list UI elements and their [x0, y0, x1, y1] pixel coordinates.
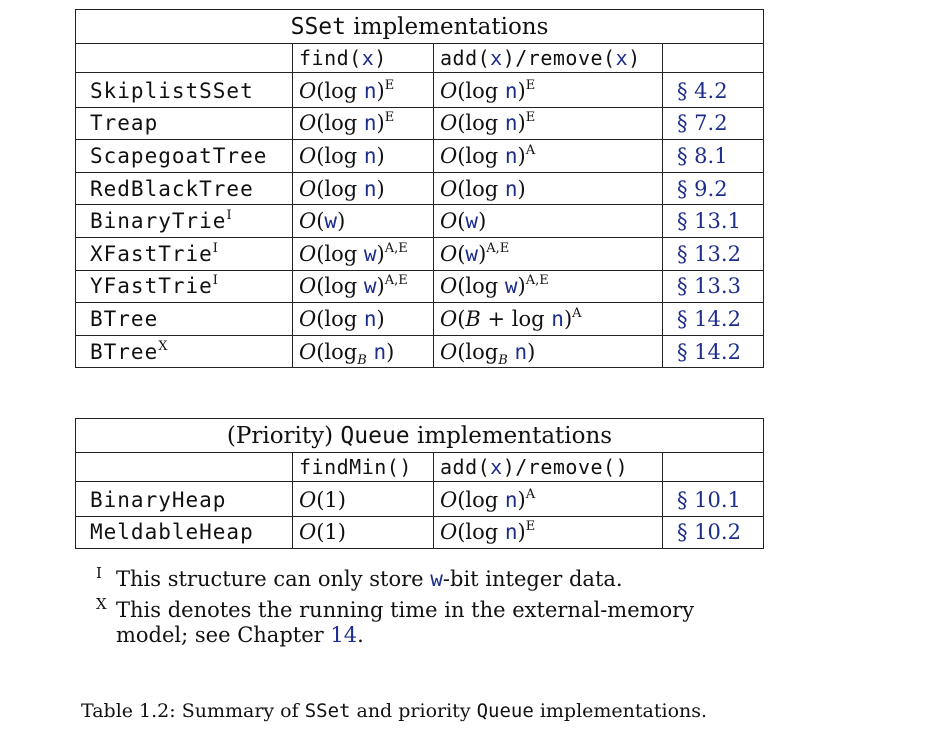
table-row: YFastTrieI O(log w)A,E O(log w)A,E § 13.… — [75, 269, 764, 304]
pq-header-add-remove: add(x)/remove() — [433, 452, 663, 482]
table-row: BinaryHeap O(1) O(log n)A § 10.1 — [75, 481, 764, 517]
structure-name: ScapegoatTree — [75, 139, 293, 173]
table-row: BinaryTrieI O(w) O(w) § 13.1 — [75, 204, 764, 238]
add-complexity: O(log n) — [433, 171, 663, 206]
find-complexity: O(w) — [292, 204, 434, 238]
table-row: BTree O(log n) O(B + log n)A § 14.2 — [75, 302, 764, 336]
find-complexity: O(log n) — [292, 171, 434, 206]
section-ref: § 14.2 — [662, 302, 764, 336]
structure-name: BTreeX — [75, 334, 293, 369]
sset-header-row: find(x) add(x)/remove(x) — [75, 43, 764, 73]
pq-table: (Priority) Queue implementations findMin… — [75, 418, 764, 550]
sset-title-row: SSet implementations — [75, 9, 764, 44]
sset-header-ref — [662, 43, 764, 73]
add-complexity: O(log n)E — [433, 106, 663, 141]
sset-table: SSet implementations find(x) add(x)/remo… — [75, 9, 764, 369]
find-complexity: O(log n)E — [292, 106, 434, 141]
footnote-i: I This structure can only store w-bit int… — [96, 558, 623, 594]
find-complexity: O(log n) — [292, 139, 434, 173]
sset-title: SSet implementations — [75, 9, 764, 44]
structure-name: YFastTrieI — [75, 269, 293, 304]
structure-name: XFastTrieI — [75, 236, 293, 271]
section-ref: § 10.2 — [662, 515, 764, 550]
structure-name: BTree — [75, 302, 293, 336]
add-complexity: O(w) — [433, 204, 663, 238]
section-ref: § 4.2 — [662, 72, 764, 108]
add-complexity: O(logB n) — [433, 334, 663, 369]
find-complexity: O(log n)E — [292, 72, 434, 108]
structure-name: BinaryHeap — [75, 481, 293, 517]
pq-header-name — [75, 452, 293, 482]
section-ref: § 7.2 — [662, 106, 764, 141]
add-complexity: O(w)A,E — [433, 236, 663, 271]
add-complexity: O(log w)A,E — [433, 269, 663, 304]
sset-header-name — [75, 43, 293, 73]
footnote-x: X This denotes the running time in the ex… — [96, 589, 694, 625]
find-complexity: O(log w)A,E — [292, 269, 434, 304]
table-row: XFastTrieI O(log w)A,E O(w)A,E § 13.2 — [75, 236, 764, 271]
pq-header-find: findMin() — [292, 452, 434, 482]
structure-name: BinaryTrieI — [75, 204, 293, 238]
section-ref: § 10.1 — [662, 481, 764, 517]
add-complexity: O(log n)A — [433, 139, 663, 173]
footnote-x-continued: model; see Chapter 14. — [116, 623, 364, 647]
table-caption: Table 1.2: Summary of SSet and priority … — [81, 700, 708, 722]
pq-title: (Priority) Queue implementations — [75, 418, 764, 453]
structure-name: RedBlackTree — [75, 171, 293, 206]
structure-name: MeldableHeap — [75, 515, 293, 550]
structure-name: Treap — [75, 106, 293, 141]
add-complexity: O(log n)E — [433, 515, 663, 550]
section-ref: § 13.3 — [662, 269, 764, 304]
table-row: RedBlackTree O(log n) O(log n) § 9.2 — [75, 171, 764, 206]
sset-header-find: find(x) — [292, 43, 434, 73]
add-complexity: O(B + log n)A — [433, 302, 663, 336]
section-ref: § 14.2 — [662, 334, 764, 369]
structure-name: SkiplistSSet — [75, 72, 293, 108]
table-row: MeldableHeap O(1) O(log n)E § 10.2 — [75, 515, 764, 550]
add-complexity: O(log n)E — [433, 72, 663, 108]
find-complexity: O(1) — [292, 515, 434, 550]
find-complexity: O(1) — [292, 481, 434, 517]
find-complexity: O(log w)A,E — [292, 236, 434, 271]
pq-header-row: findMin() add(x)/remove() — [75, 452, 764, 482]
table-row: ScapegoatTree O(log n) O(log n)A § 8.1 — [75, 139, 764, 173]
section-ref: § 13.2 — [662, 236, 764, 271]
find-complexity: O(logB n) — [292, 334, 434, 369]
footnote-mark: I — [96, 564, 102, 582]
find-complexity: O(log n) — [292, 302, 434, 336]
sset-header-add-remove: add(x)/remove(x) — [433, 43, 663, 73]
table-row: Treap O(log n)E O(log n)E § 7.2 — [75, 106, 764, 141]
pq-title-row: (Priority) Queue implementations — [75, 418, 764, 453]
pq-header-ref — [662, 452, 764, 482]
table-row: SkiplistSSet O(log n)E O(log n)E § 4.2 — [75, 72, 764, 108]
section-ref: § 8.1 — [662, 139, 764, 173]
table-row: BTreeX O(logB n) O(logB n) § 14.2 — [75, 334, 764, 369]
add-complexity: O(log n)A — [433, 481, 663, 517]
footnote-mark: X — [96, 595, 107, 613]
section-ref: § 13.1 — [662, 204, 764, 238]
section-ref: § 9.2 — [662, 171, 764, 206]
